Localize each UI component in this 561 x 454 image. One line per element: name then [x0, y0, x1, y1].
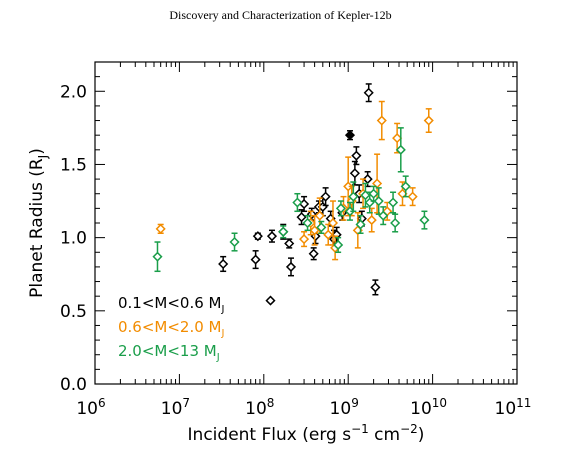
data-point — [364, 197, 375, 208]
data-point — [308, 248, 319, 259]
data-point — [252, 231, 263, 242]
data-point — [292, 197, 303, 208]
legend-subscript: J — [221, 304, 225, 315]
data-point — [323, 229, 334, 240]
data-point — [390, 217, 401, 229]
data-point — [392, 133, 403, 144]
data-point — [302, 217, 313, 229]
x-axis-title: Incident Flux (erg s−1 cm−2) — [188, 422, 425, 445]
data-point — [363, 87, 374, 98]
legend-subscript: J — [221, 328, 225, 339]
data-point — [360, 190, 371, 201]
legend-entry: 0.6<M<2.0 MJ — [118, 318, 224, 339]
data-point — [229, 236, 240, 248]
y-tick-label: 1.5 — [60, 155, 87, 175]
data-point — [368, 188, 379, 199]
data-point — [343, 181, 354, 192]
data-point — [266, 231, 278, 242]
x-tick-exponent: 7 — [182, 396, 190, 410]
x-tick-label: 106 — [76, 396, 105, 419]
data-point — [370, 282, 381, 293]
data-point — [250, 254, 261, 265]
data-point — [296, 212, 307, 223]
x-tick-label: 1011 — [495, 396, 532, 419]
data-point — [316, 222, 327, 233]
data-points — [152, 83, 434, 306]
x-tick-label: 1010 — [410, 396, 447, 419]
x-tick-exponent: 10 — [432, 396, 447, 410]
data-point — [285, 261, 297, 272]
x-tick-exponent: 8 — [267, 396, 275, 410]
data-point — [327, 217, 339, 229]
data-point — [378, 210, 389, 221]
data-point — [335, 203, 346, 214]
x-tick-label: 109 — [330, 396, 359, 419]
data-point — [218, 258, 229, 270]
series-group — [155, 100, 434, 261]
data-point — [278, 226, 289, 237]
x-tick-exponent: 6 — [98, 396, 106, 410]
y-tick-label: 0.0 — [60, 375, 87, 395]
data-point — [348, 191, 359, 202]
data-point — [419, 215, 430, 226]
y-tick-label: 2.0 — [60, 82, 87, 102]
data-point — [376, 115, 387, 126]
data-point — [355, 219, 366, 230]
data-point — [152, 251, 163, 262]
y-axis-title: Planet Radius (RJ) — [27, 148, 50, 298]
data-point — [284, 238, 295, 249]
data-point — [155, 223, 166, 234]
data-point — [366, 215, 377, 226]
data-point — [373, 195, 384, 207]
data-point — [333, 239, 344, 251]
x-tick-exponent: 9 — [351, 396, 359, 410]
legend-subscript: J — [216, 352, 220, 363]
page-header: Discovery and Characterization of Kepler… — [169, 8, 392, 22]
y-tick-label: 0.5 — [60, 302, 87, 322]
x-tick-label: 108 — [245, 396, 274, 419]
data-point — [344, 130, 356, 141]
data-point — [395, 144, 406, 155]
legend-entry: 2.0<M<13 MJ — [118, 342, 220, 363]
data-point — [349, 168, 360, 179]
data-point — [423, 115, 434, 126]
legend: 0.1<M<0.6 MJ 0.6<M<2.0 MJ 2.0<M<13 MJ — [118, 294, 224, 363]
data-point — [265, 295, 276, 306]
data-point — [299, 234, 310, 245]
x-tick-exponent: 11 — [516, 396, 531, 410]
data-point — [351, 150, 362, 161]
y-tick-label: 1.0 — [60, 229, 87, 249]
data-point — [309, 225, 320, 236]
data-point — [387, 197, 399, 208]
x-tick-label: 107 — [161, 396, 190, 419]
series-group — [152, 127, 430, 273]
data-point — [314, 210, 325, 221]
legend-entry: 0.1<M<0.6 MJ — [118, 294, 224, 315]
data-point — [299, 198, 310, 210]
data-point — [407, 191, 418, 202]
data-point — [320, 191, 331, 202]
data-point — [400, 181, 411, 192]
